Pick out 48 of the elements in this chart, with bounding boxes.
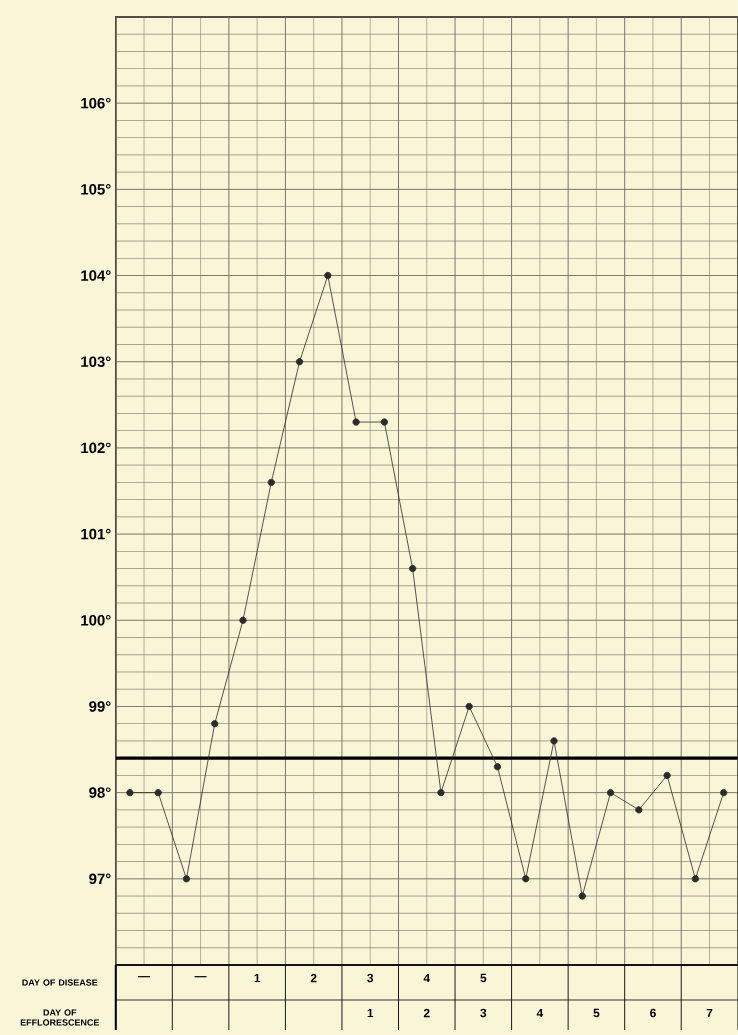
x-tick-label: 4 bbox=[423, 973, 431, 983]
x2-tick-label: 7 bbox=[706, 1008, 713, 1018]
point bbox=[380, 418, 389, 426]
y-tick-label: 100° bbox=[81, 614, 111, 626]
x2-tick-label: 6 bbox=[650, 1008, 656, 1018]
point bbox=[663, 771, 671, 779]
point bbox=[267, 478, 275, 486]
point bbox=[324, 271, 332, 280]
y-tick-label: 97° bbox=[89, 873, 111, 885]
point bbox=[409, 564, 417, 573]
x2-tick-label: 4 bbox=[536, 1008, 544, 1018]
x2-tick-label: 1 bbox=[367, 1008, 374, 1018]
point bbox=[239, 616, 247, 624]
point bbox=[635, 806, 643, 814]
point bbox=[154, 789, 162, 797]
x2-tick-label: 3 bbox=[480, 1008, 487, 1018]
point bbox=[465, 702, 473, 711]
y-tick-label: 104° bbox=[81, 270, 111, 281]
point bbox=[211, 720, 219, 728]
x-tick-label: — bbox=[194, 976, 207, 978]
x-tick-label: 1 bbox=[254, 973, 261, 983]
point bbox=[578, 892, 586, 900]
y-tick-label: 106° bbox=[81, 97, 111, 109]
point bbox=[352, 418, 360, 426]
point bbox=[720, 789, 728, 797]
point bbox=[691, 875, 700, 883]
point bbox=[437, 789, 445, 797]
y-tick-label: 98° bbox=[89, 787, 111, 798]
y-tick-label: 102° bbox=[81, 442, 111, 454]
y-tick-label: 103° bbox=[81, 356, 111, 368]
point bbox=[126, 789, 134, 797]
point bbox=[296, 358, 304, 366]
y-tick-label: 99° bbox=[89, 701, 111, 712]
x-tick-label: 2 bbox=[310, 973, 317, 983]
x-tick-label: 3 bbox=[367, 973, 374, 983]
point bbox=[522, 875, 530, 883]
point bbox=[182, 875, 191, 883]
x2-tick-label: 5 bbox=[593, 1008, 600, 1018]
x-axis-title: DAY OF DISEASE bbox=[22, 979, 98, 986]
x-tick-label: — bbox=[138, 976, 151, 978]
x2-axis-title: DAY OF EFFLORESCENCE bbox=[20, 1009, 100, 1026]
x2-tick-label: 2 bbox=[423, 1008, 430, 1018]
point bbox=[550, 737, 558, 745]
point bbox=[607, 789, 615, 797]
y-tick-label: 105° bbox=[81, 184, 111, 195]
y-tick-label: 101° bbox=[81, 528, 111, 540]
point bbox=[493, 763, 502, 771]
x-tick-label: 5 bbox=[480, 973, 487, 983]
